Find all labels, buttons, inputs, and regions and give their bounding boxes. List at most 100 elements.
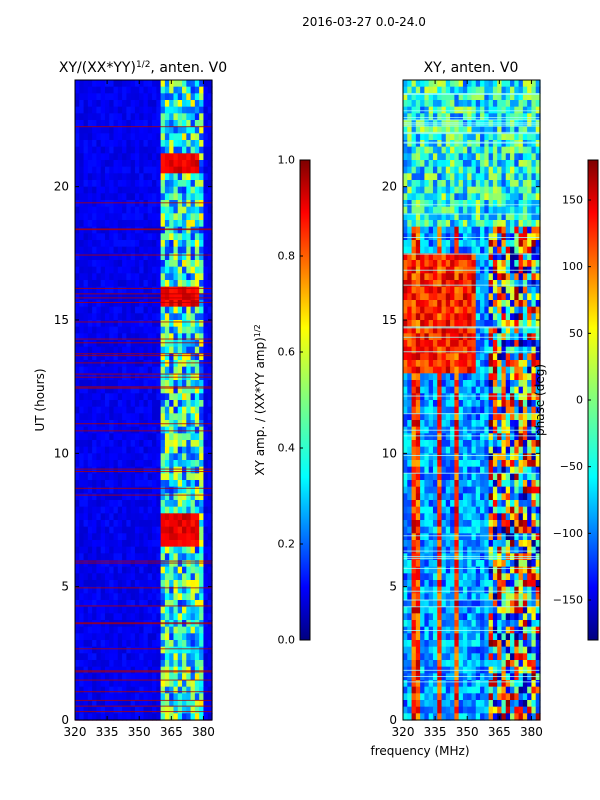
heat-cell <box>190 113 196 121</box>
heat-cell <box>407 166 413 174</box>
heat-cell <box>87 313 93 321</box>
heat-cell <box>484 80 490 88</box>
heat-cell <box>467 453 473 461</box>
heat-cell <box>122 573 127 581</box>
heat-cell <box>471 233 477 241</box>
heat-cell <box>169 646 175 654</box>
heat-cell <box>462 133 468 141</box>
heat-cell <box>92 706 98 714</box>
heat-cell <box>87 566 93 574</box>
heat-cell <box>143 313 149 321</box>
heat-cell <box>109 586 115 594</box>
heat-cell <box>177 646 183 654</box>
heat-cell <box>432 293 438 301</box>
heat-cell <box>186 100 192 108</box>
heat-cell <box>139 220 145 228</box>
heat-cell <box>156 240 162 248</box>
heat-cell <box>484 393 490 401</box>
heat-cell <box>177 493 183 501</box>
heat-cell <box>143 180 149 188</box>
heat-cell <box>173 440 179 448</box>
heat-cell <box>480 340 485 348</box>
heat-cell <box>156 653 162 661</box>
heat-cell <box>152 593 157 601</box>
heat-cell <box>467 120 473 128</box>
heat-cell <box>122 640 127 648</box>
heat-cell <box>130 106 136 114</box>
heat-cell <box>407 340 413 348</box>
heat-cell <box>510 320 515 328</box>
heat-cell <box>207 546 213 554</box>
heat-cell <box>186 713 192 721</box>
heat-cell <box>407 366 413 374</box>
heat-cell <box>207 540 213 548</box>
heat-cell <box>199 86 205 94</box>
heat-cell <box>92 326 98 334</box>
heat-cell <box>173 326 179 334</box>
heat-cell <box>152 640 157 648</box>
heat-cell <box>79 100 85 108</box>
heat-cell <box>407 273 413 281</box>
heat-cell <box>415 220 421 228</box>
heat-cell <box>177 506 183 514</box>
heat-cell <box>458 173 464 181</box>
heat-cell <box>415 120 421 128</box>
heat-cell <box>104 193 110 201</box>
heat-cell <box>458 133 464 141</box>
heat-cell <box>203 93 209 101</box>
heat-cell <box>497 293 503 301</box>
heat-cell <box>492 246 498 254</box>
heat-cell <box>87 526 93 534</box>
heat-cell <box>117 513 123 521</box>
heat-cell <box>458 166 464 174</box>
heat-cell <box>139 320 145 328</box>
heat-cell <box>497 306 503 314</box>
heat-cell <box>510 193 515 201</box>
heat-cell <box>113 80 119 88</box>
heat-cell <box>199 646 205 654</box>
heat-cell <box>79 480 85 488</box>
heat-cell <box>475 153 481 161</box>
heat-cell <box>104 693 110 701</box>
heat-cell <box>83 673 89 681</box>
heat-cell <box>437 360 443 368</box>
heat-cell <box>126 500 132 508</box>
heat-cell <box>113 426 119 434</box>
heat-cell <box>424 240 430 248</box>
heat-cell <box>186 413 192 421</box>
heat-cell <box>471 373 477 381</box>
heat-cell <box>96 166 102 174</box>
heat-cell <box>437 326 443 334</box>
heat-cell <box>152 80 157 88</box>
heat-cell <box>450 100 455 108</box>
heat-cell <box>83 466 89 474</box>
heat-cell <box>152 513 157 521</box>
heat-cell <box>87 360 93 368</box>
heat-cell <box>475 193 481 201</box>
heat-cell <box>190 513 196 521</box>
heat-cell <box>152 686 157 694</box>
heat-cell <box>492 306 498 314</box>
heat-cell <box>420 226 426 234</box>
heat-cell <box>514 240 520 248</box>
heat-cell <box>117 80 123 88</box>
heat-cell <box>134 500 140 508</box>
heat-cell <box>100 680 106 688</box>
heat-cell <box>75 333 80 341</box>
heat-cell <box>428 160 434 168</box>
heat-cell <box>117 286 123 294</box>
heat-cell <box>510 260 515 268</box>
heat-cell <box>194 433 200 441</box>
heat-cell <box>117 446 123 454</box>
heat-cell <box>194 506 200 514</box>
heat-cell <box>182 586 187 594</box>
heat-cell <box>164 566 170 574</box>
heat-cell <box>199 493 205 501</box>
heat-cell <box>100 300 106 308</box>
heat-cell <box>199 406 205 414</box>
heat-cell <box>514 160 520 168</box>
heat-cell <box>169 593 175 601</box>
heat-cell <box>177 353 183 361</box>
heat-cell <box>117 266 123 274</box>
heat-cell <box>126 80 132 88</box>
